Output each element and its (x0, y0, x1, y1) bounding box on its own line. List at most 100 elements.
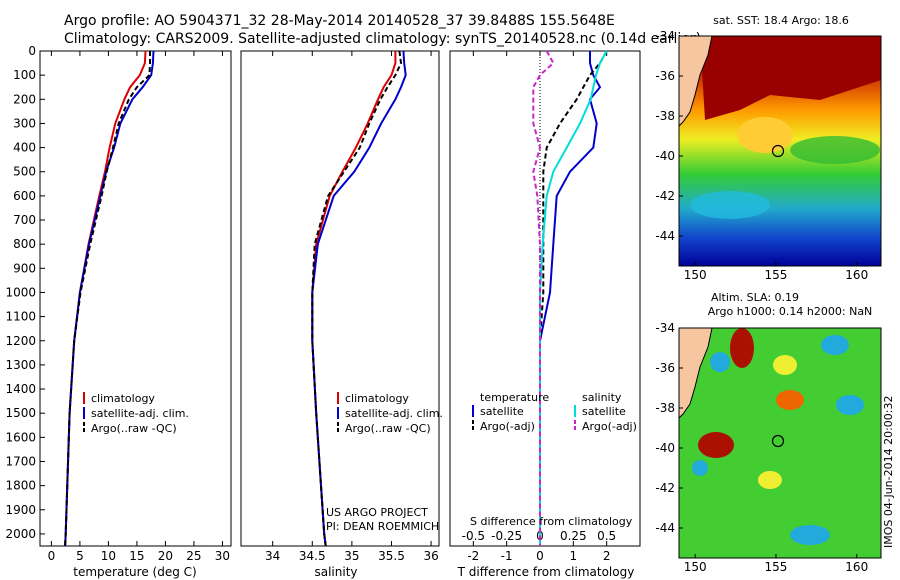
map-lat-label: -44 (655, 229, 675, 243)
salinity-panel: 34 34.5 35 35.5 36 salinity climatology sate… (240, 50, 443, 579)
map-lat-label: -40 (655, 441, 675, 455)
depth-tick-label: 800 (13, 237, 36, 251)
temperature-xlabel: temperature (deg C) (73, 565, 196, 579)
map-lat-label: -42 (655, 481, 675, 495)
temperature-x-tick-label: 15 (129, 549, 144, 563)
map-lon-label: 155 (765, 560, 788, 574)
temperature-x-tick-label: 10 (101, 549, 116, 563)
map-lon-label: 150 (684, 268, 707, 282)
sla-low-3 (836, 395, 864, 415)
temperature-x-axis: 0 5 10 15 20 25 30 (48, 51, 230, 563)
depth-tick-label: 200 (13, 92, 36, 106)
s-diff-tick-label: -0.5 (462, 529, 485, 543)
temperature-x-tick-label: 30 (215, 549, 230, 563)
map-lat-label: -36 (655, 361, 675, 375)
depth-tick-label: 2000 (5, 527, 36, 541)
imos-timestamp: IMOS 04-Jun-2014 20:00:32 (882, 395, 895, 548)
depth-tick-label: 600 (13, 189, 36, 203)
temperature-x-tick-label: 20 (158, 549, 173, 563)
legend-label-argo: Argo(..raw -QC) (345, 422, 431, 435)
australia-coast (679, 36, 713, 127)
difference-legend: temperature salinity satellite Argo(-adj… (472, 391, 637, 433)
map-lon-label: 160 (845, 268, 868, 282)
pi-note: PI: DEAN ROEMMICH (326, 520, 439, 533)
s-diff-tick-label: -0.25 (491, 529, 522, 543)
map-lat-label: -34 (655, 29, 675, 43)
difference-series (532, 50, 608, 546)
sla-low-2 (821, 335, 849, 355)
salinity-x-tick-label: 35.5 (378, 549, 405, 563)
sla-mid-2 (758, 471, 782, 489)
sst-warm-pool (700, 36, 881, 120)
temperature-series-climatology (64, 50, 147, 547)
temperature-legend: climatology satellite-adj. clim. Argo(..… (83, 392, 189, 435)
temperature-series-satellite-adj-clim- (64, 50, 155, 547)
salinity-series-argo-raw-qc- (311, 50, 403, 547)
sst-field (679, 36, 881, 266)
sst-warm-eddy (737, 117, 793, 153)
depth-tick-label: 400 (13, 141, 36, 155)
salinity-series-satellite-adj-clim- (311, 50, 407, 547)
sst-green-band (790, 136, 880, 164)
sla-low-5 (790, 525, 830, 545)
map-lat-label: -42 (655, 189, 675, 203)
difference-x-tick-label: -2 (467, 549, 479, 563)
salinity-x-axis: 34 34.5 35 35.5 36 (265, 51, 439, 563)
depth-tick-label: 1600 (5, 430, 36, 444)
temperature-x-tick-label: 25 (186, 549, 201, 563)
depth-axis: 0 100 200 300 400 500 600 700 800 900 1000 1100 1200… (5, 44, 45, 541)
difference-x-axis: -2 -1 0 1 2-0.5 -0.25 0 0.25 0.5 (462, 51, 616, 563)
map-lat-label: -40 (655, 149, 675, 163)
sst-map-frame (678, 35, 882, 267)
salinity-series-climatology (311, 51, 397, 547)
sst-map-title: sat. SST: 18.4 Argo: 18.6 (713, 14, 849, 27)
sla-low-1 (710, 352, 730, 372)
sla-high-1 (730, 328, 754, 368)
depth-tick-label: 1200 (5, 334, 36, 348)
legend-title-temperature: temperature (480, 391, 549, 404)
temperature-x-tick-label: 0 (48, 549, 56, 563)
difference-x-tick-label: 2 (603, 549, 611, 563)
figure-subtitle: Climatology: CARS2009. Satellite-adjuste… (64, 31, 701, 47)
temperature-x-tick-label: 5 (76, 549, 84, 563)
depth-tick-label: 1900 (5, 503, 36, 517)
depth-tick-label: 1800 (5, 479, 36, 493)
difference-axes-frame (449, 50, 641, 547)
depth-tick-label: 1000 (5, 285, 36, 299)
map-lat-label: -38 (655, 401, 675, 415)
depth-tick-label: 900 (13, 261, 36, 275)
sla-field (679, 328, 881, 558)
salinity-legend: climatology satellite-adj. clim. Argo(..… (337, 392, 443, 435)
legend-label-climatology: climatology (91, 392, 155, 405)
figure-title: Argo profile: AO 5904371_32 28-May-2014 … (64, 13, 615, 29)
project-note: US ARGO PROJECT (326, 506, 428, 519)
legend-label-s-satellite: satellite (582, 405, 626, 418)
salinity-x-tick-label: 35 (344, 549, 359, 563)
salinity-x-tick-label: 36 (423, 549, 438, 563)
map-lon-label: 150 (684, 560, 707, 574)
sla-map: Altim. SLA: 0.19 Argo h1000: 0.14 h2000:… (655, 291, 882, 574)
difference-x-tick-label: -1 (501, 549, 513, 563)
australia-coast (679, 328, 713, 419)
sla-map-title-2: Argo h1000: 0.14 h2000: NaN (708, 305, 873, 318)
map-lon-label: 155 (765, 268, 788, 282)
depth-tick-label: 0 (28, 44, 36, 58)
depth-tick-label: 1700 (5, 454, 36, 468)
map-lat-label: -36 (655, 69, 675, 83)
difference-series-salinity-satellite (539, 50, 608, 546)
depth-tick-label: 1100 (5, 310, 36, 324)
legend-label-s-argo: Argo(-adj) (582, 420, 637, 433)
s-diff-tick-label: 0.5 (597, 529, 616, 543)
sla-high-3 (698, 432, 734, 458)
difference-series-salinity-argo-adj- (532, 50, 555, 546)
temperature-panel: 0100200300400500600700800900100011001200… (5, 44, 232, 579)
sst-map: sat. SST: 18.4 Argo: 18.6 -34 -36 -38 -40 -4… (655, 14, 882, 282)
legend-label-climatology: climatology (345, 392, 409, 405)
depth-tick-label: 500 (13, 165, 36, 179)
temperature-axes-frame (39, 50, 232, 547)
map-lat-label: -38 (655, 109, 675, 123)
sst-map-axes: -34 -36 -38 -40 -42 -44 150 155 160 (655, 29, 868, 282)
depth-tick-label: 700 (13, 213, 36, 227)
salinity-series (311, 50, 407, 547)
